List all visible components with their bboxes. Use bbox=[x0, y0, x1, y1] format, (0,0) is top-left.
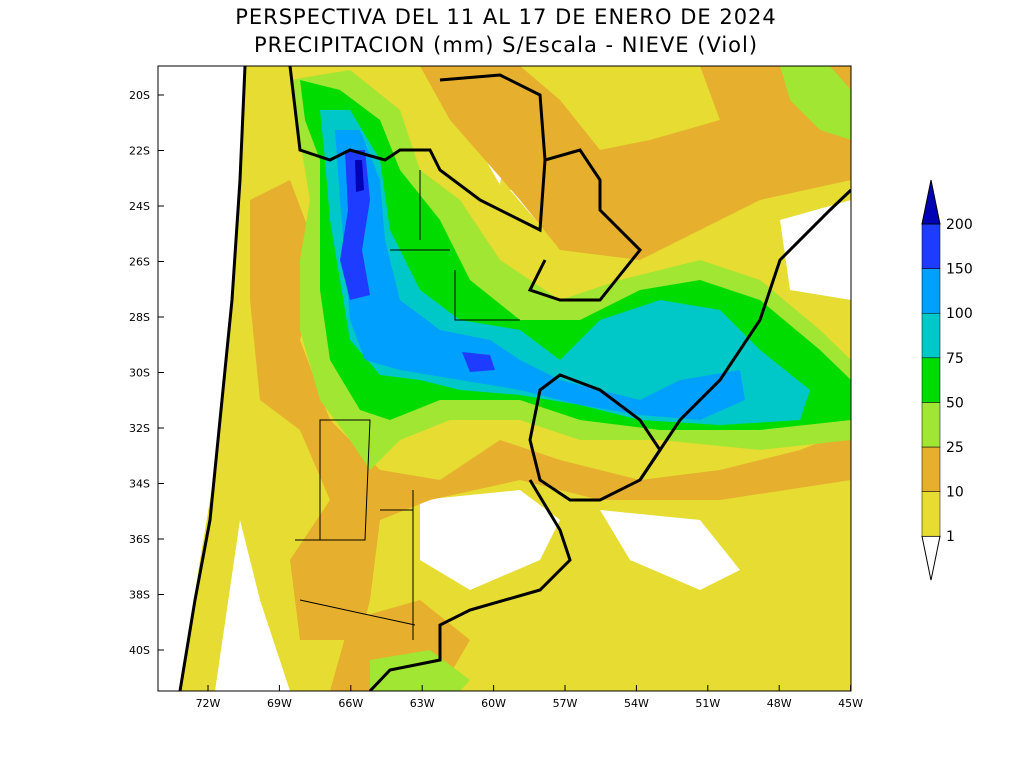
colorbar-segment bbox=[921, 402, 941, 448]
lon-label: 57W bbox=[553, 697, 578, 710]
colorbar-segment bbox=[921, 446, 941, 492]
lon-label: 72W bbox=[196, 697, 221, 710]
map bbox=[158, 66, 851, 691]
lat-label: 28S bbox=[129, 311, 150, 324]
colorbar-segment bbox=[921, 357, 941, 403]
lon-label: 54W bbox=[624, 697, 649, 710]
colorbar-segment bbox=[921, 223, 941, 269]
lat-label: 40S bbox=[129, 644, 150, 657]
lat-label: 34S bbox=[129, 478, 150, 491]
colorbar-above bbox=[921, 179, 941, 225]
lat-label: 36S bbox=[129, 533, 150, 546]
lat-label: 32S bbox=[129, 422, 150, 435]
colorbar-label: 150 bbox=[946, 262, 973, 278]
lon-label: 66W bbox=[338, 697, 363, 710]
colorbar-below bbox=[921, 535, 941, 581]
colorbar-label: 1 bbox=[946, 529, 955, 545]
colorbar-segment bbox=[921, 491, 941, 537]
colorbar-label: 200 bbox=[946, 217, 973, 233]
map-frame bbox=[157, 65, 852, 692]
colorbar-label: 100 bbox=[946, 306, 973, 322]
lat-label: 24S bbox=[129, 200, 150, 213]
colorbar-label: 10 bbox=[946, 485, 964, 501]
title-line1: PERSPECTIVA DEL 11 AL 17 DE ENERO DE 202… bbox=[235, 5, 777, 29]
colorbar-label: 50 bbox=[946, 395, 964, 411]
lon-label: 48W bbox=[767, 697, 792, 710]
title-line2: PRECIPITACION (mm) S/Escala - NIEVE (Vio… bbox=[254, 33, 758, 57]
lon-label: 45W bbox=[838, 697, 863, 710]
lat-label: 38S bbox=[129, 589, 150, 602]
colorbar-label: 25 bbox=[946, 440, 964, 456]
lat-label: 20S bbox=[129, 89, 150, 102]
colorbar-label: 75 bbox=[946, 351, 964, 367]
lon-label: 51W bbox=[695, 697, 720, 710]
lon-label: 69W bbox=[267, 697, 292, 710]
lat-label: 22S bbox=[129, 145, 150, 158]
lat-label: 30S bbox=[129, 367, 150, 380]
colorbar-segment bbox=[921, 268, 941, 314]
lon-label: 60W bbox=[481, 697, 506, 710]
lat-label: 26S bbox=[129, 256, 150, 269]
colorbar-segment bbox=[921, 312, 941, 359]
lon-label: 63W bbox=[410, 697, 435, 710]
